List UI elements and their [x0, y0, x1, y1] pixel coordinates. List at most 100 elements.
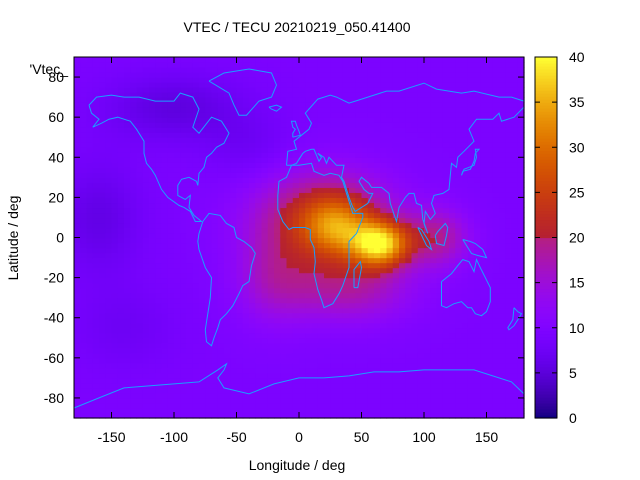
heatmap-cell	[99, 212, 106, 219]
heatmap-cell	[180, 297, 188, 304]
heatmap-cell	[92, 337, 100, 344]
heatmap-cell	[292, 152, 300, 158]
heatmap-cell	[286, 112, 294, 118]
heatmap-cell	[417, 117, 425, 123]
heatmap-cell	[255, 227, 263, 234]
heatmap-cell	[486, 372, 494, 379]
heatmap-cell	[330, 172, 338, 178]
heatmap-cell	[286, 242, 294, 249]
heatmap-cell	[236, 217, 244, 224]
heatmap-cell	[399, 332, 406, 339]
heatmap-cell	[242, 352, 250, 359]
heatmap-cell	[324, 317, 331, 324]
heatmap-cell	[455, 357, 463, 364]
heatmap-cell	[217, 202, 225, 209]
heatmap-cell	[92, 352, 100, 359]
heatmap-cell	[105, 307, 113, 314]
heatmap-cell	[130, 412, 138, 419]
heatmap-cell	[99, 317, 106, 324]
heatmap-cell	[486, 122, 494, 128]
heatmap-cell	[392, 202, 400, 209]
heatmap-cell	[449, 197, 456, 204]
heatmap-cell	[442, 102, 450, 108]
heatmap-cell	[411, 357, 419, 364]
heatmap-cell	[99, 177, 106, 183]
heatmap-cell	[305, 82, 313, 88]
heatmap-cell	[236, 157, 244, 163]
heatmap-cell	[467, 77, 475, 83]
heatmap-cell	[192, 182, 200, 188]
heatmap-cell	[417, 272, 425, 279]
heatmap-cell	[236, 147, 244, 153]
heatmap-cell	[492, 227, 500, 234]
heatmap-cell	[349, 262, 356, 269]
heatmap-cell	[167, 282, 175, 289]
heatmap-cell	[430, 402, 438, 409]
heatmap-cell	[274, 262, 281, 269]
heatmap-cell	[330, 97, 338, 103]
heatmap-cell	[217, 252, 225, 259]
heatmap-cell	[136, 387, 144, 394]
heatmap-cell	[361, 322, 369, 329]
heatmap-cell	[161, 317, 169, 324]
heatmap-cell	[174, 362, 181, 369]
heatmap-cell	[367, 377, 375, 384]
heatmap-cell	[255, 287, 263, 294]
heatmap-cell	[211, 232, 219, 239]
heatmap-cell	[405, 97, 413, 103]
heatmap-cell	[117, 222, 125, 229]
heatmap-cell	[230, 137, 238, 143]
heatmap-cell	[286, 257, 294, 264]
heatmap-cell	[430, 357, 438, 364]
heatmap-cell	[274, 227, 281, 234]
heatmap-cell	[86, 272, 94, 279]
heatmap-cell	[230, 262, 238, 269]
heatmap-cell	[292, 72, 300, 78]
heatmap-cell	[349, 227, 356, 234]
heatmap-cell	[199, 142, 206, 148]
heatmap-cell	[392, 197, 400, 204]
heatmap-cell	[449, 152, 456, 158]
heatmap-cell	[467, 337, 475, 344]
heatmap-cell	[374, 347, 381, 354]
heatmap-cell	[411, 232, 419, 239]
heatmap-cell	[374, 97, 381, 103]
heatmap-cell	[130, 257, 138, 264]
heatmap-cell	[417, 412, 425, 419]
heatmap-cell	[142, 342, 150, 349]
heatmap-cell	[355, 392, 363, 399]
heatmap-cell	[324, 412, 331, 419]
heatmap-cell	[211, 112, 219, 118]
heatmap-cell	[142, 172, 150, 178]
heatmap-cell	[461, 322, 469, 329]
heatmap-cell	[242, 242, 250, 249]
heatmap-cell	[217, 167, 225, 173]
heatmap-cell	[274, 272, 281, 279]
heatmap-cell	[417, 142, 425, 148]
heatmap-cell	[436, 262, 444, 269]
heatmap-cell	[111, 62, 119, 68]
heatmap-cell	[186, 337, 194, 344]
heatmap-cell	[455, 167, 463, 173]
heatmap-cell	[480, 67, 488, 73]
heatmap-cell	[374, 182, 381, 188]
heatmap-cell	[324, 202, 331, 209]
heatmap-cell	[180, 157, 188, 163]
heatmap-cell	[342, 307, 350, 314]
heatmap-cell	[299, 182, 306, 188]
heatmap-cell	[161, 172, 169, 178]
heatmap-cell	[199, 262, 206, 269]
heatmap-cell	[155, 77, 163, 83]
heatmap-cell	[105, 172, 113, 178]
heatmap-cell	[442, 152, 450, 158]
heatmap-cell	[367, 187, 375, 193]
heatmap-cell	[461, 392, 469, 399]
heatmap-cell	[136, 372, 144, 379]
heatmap-cell	[342, 67, 350, 73]
heatmap-cell	[449, 132, 456, 138]
heatmap-cell	[230, 117, 238, 123]
heatmap-cell	[380, 302, 388, 309]
heatmap-cell	[355, 272, 363, 279]
heatmap-cell	[499, 82, 506, 88]
heatmap-cell	[455, 72, 463, 78]
